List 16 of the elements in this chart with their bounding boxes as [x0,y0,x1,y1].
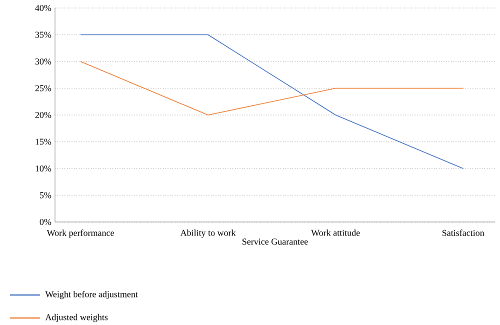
x-tick-label: Ability to work [180,230,236,238]
x-tick-label: Satisfaction [442,230,484,236]
legend-label: Weight before adjustment [45,290,138,300]
y-tick-label: 20% [35,112,52,118]
x-tick-label: Work performance [46,230,114,238]
x-axis-title: Service Guarantee [242,238,308,245]
x-tick-label: Work attitude [311,230,360,236]
y-tick-label: 35% [35,32,52,38]
y-tick-label: 30% [35,58,52,65]
y-tick-label: 40% [35,4,52,12]
y-tick-label: 5% [40,192,52,198]
legend-label: Adjusted weights [45,314,108,322]
y-tick-label: 0% [40,218,52,226]
y-tick-label: 15% [36,138,52,145]
y-tick-label: 10% [36,165,52,172]
y-tick-label: 25% [35,85,52,92]
